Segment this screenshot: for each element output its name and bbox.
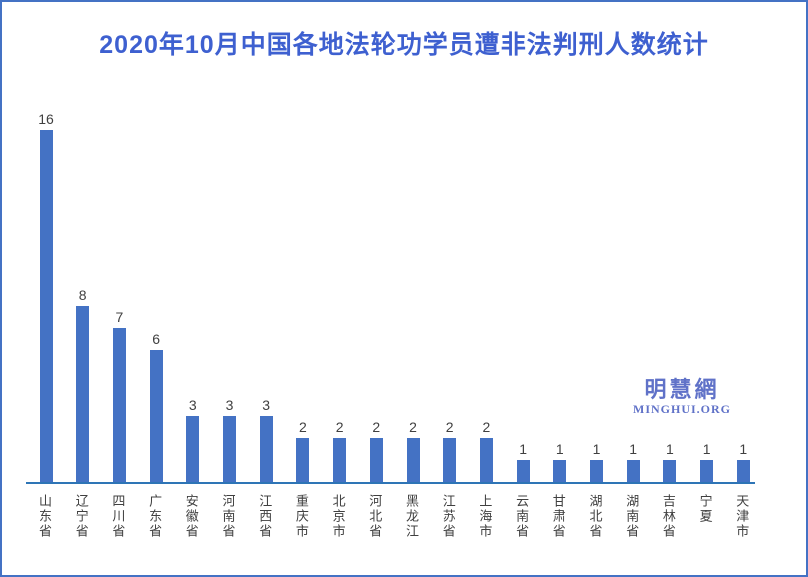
bar xyxy=(553,460,567,482)
bar xyxy=(149,350,163,482)
x-axis-line xyxy=(26,482,755,484)
bar xyxy=(259,416,273,482)
x-axis-label: 辽宁省 xyxy=(73,494,89,539)
x-axis-label: 黑龙江 xyxy=(404,494,419,539)
bar xyxy=(369,438,383,482)
x-axis-label: 重庆市 xyxy=(293,494,309,539)
x-axis-label: 云南省 xyxy=(514,494,530,539)
x-axis-label: 安徽省 xyxy=(183,494,199,539)
bar xyxy=(333,438,347,482)
x-axis-label: 上海市 xyxy=(477,494,493,539)
bar xyxy=(443,438,457,482)
x-axis-label: 河南省 xyxy=(220,494,236,539)
minghui-watermark: 明慧網 MINGHUI.ORG xyxy=(607,377,757,417)
bar-value-label: 2 xyxy=(482,419,491,435)
bar-value-label: 1 xyxy=(665,441,674,457)
bar-value-label: 1 xyxy=(739,441,748,457)
bar xyxy=(112,328,126,482)
bar-value-label: 1 xyxy=(592,441,601,457)
bar xyxy=(296,438,310,482)
bar-value-label: 1 xyxy=(702,441,711,457)
bar-value-label: 7 xyxy=(115,309,124,325)
x-axis-label: 江苏省 xyxy=(440,494,456,539)
bar-value-label: 8 xyxy=(78,287,87,303)
chart-title: 2020年10月中国各地法轮功学员遭非法判刑人数统计 xyxy=(99,31,709,59)
x-axis-label: 湖北省 xyxy=(587,494,603,539)
x-axis-label: 宁夏 xyxy=(697,494,713,524)
bar-value-label: 2 xyxy=(372,419,381,435)
bar xyxy=(663,460,677,482)
bar-value-label: 1 xyxy=(629,441,638,457)
x-axis-label: 湖南省 xyxy=(624,494,640,539)
bar xyxy=(626,460,640,482)
bar-value-label: 3 xyxy=(225,397,234,413)
x-axis-label: 山东省 xyxy=(37,494,52,539)
bar-value-label: 1 xyxy=(519,441,527,457)
bar xyxy=(700,460,714,482)
bar-value-label: 2 xyxy=(335,419,344,435)
bar-value-label: 6 xyxy=(152,331,160,347)
minghui-logo-cjk: 明慧網 xyxy=(644,377,720,402)
bar xyxy=(223,416,236,482)
bar-value-label: 2 xyxy=(445,419,454,435)
bar xyxy=(590,460,603,482)
bar-value-label: 2 xyxy=(409,419,417,435)
bar xyxy=(516,460,530,482)
bar-value-label: 1 xyxy=(555,441,564,457)
x-axis-label: 甘肃省 xyxy=(550,494,566,539)
x-axis-label: 江西省 xyxy=(257,494,273,539)
bar-value-label: 3 xyxy=(262,397,271,413)
minghui-logo-latin: MINGHUI.ORG xyxy=(633,402,731,416)
bar-value-label: 16 xyxy=(38,111,54,127)
bar xyxy=(479,438,493,482)
bar-value-label: 2 xyxy=(298,419,307,435)
x-axis-label: 四川省 xyxy=(110,494,126,539)
x-axis-label: 北京市 xyxy=(330,494,346,539)
bar-value-label: 3 xyxy=(188,397,197,413)
bar xyxy=(39,130,53,482)
x-axis-label: 天津市 xyxy=(734,494,750,539)
x-axis-label: 吉林省 xyxy=(660,494,676,539)
bar xyxy=(76,306,90,482)
bar xyxy=(406,438,420,482)
bar xyxy=(186,416,200,482)
bar xyxy=(736,460,750,482)
x-axis-label: 河北省 xyxy=(367,494,383,539)
x-axis-label: 广东省 xyxy=(147,494,163,539)
